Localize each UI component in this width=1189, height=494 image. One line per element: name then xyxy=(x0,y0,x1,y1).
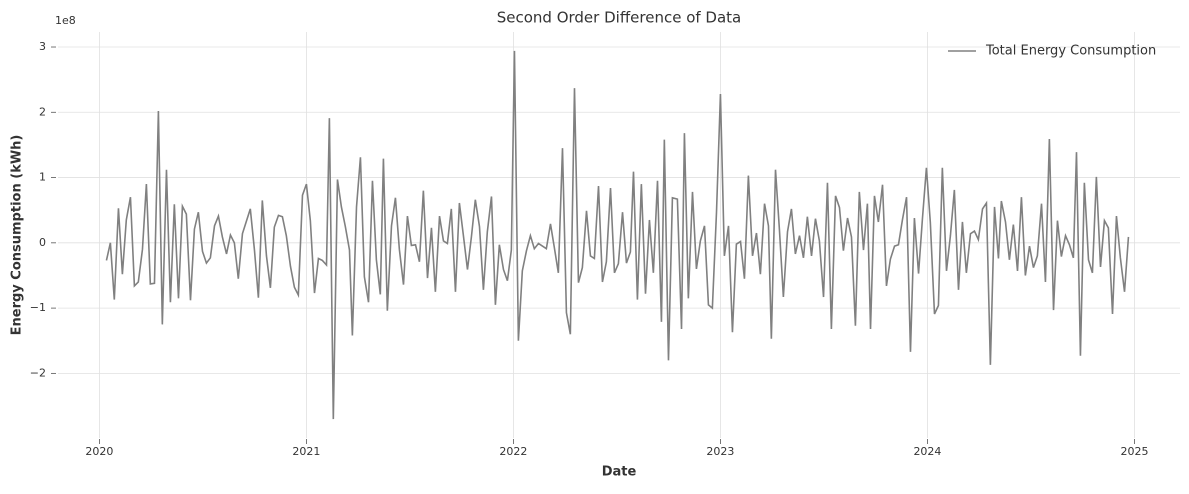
y-tick-label: 3 xyxy=(39,40,46,53)
chart-title: Second Order Difference of Data xyxy=(497,9,742,27)
y-tick-label: 2 xyxy=(39,105,46,118)
x-tick-label: 2025 xyxy=(1120,445,1148,458)
y-tick-label: −1 xyxy=(30,301,46,314)
y-tick-label: 0 xyxy=(39,236,46,249)
y-multiplier: 1e8 xyxy=(55,14,76,27)
x-tick-label: 2020 xyxy=(85,445,113,458)
x-tick-label: 2022 xyxy=(499,445,527,458)
x-axis-label: Date xyxy=(602,465,637,480)
y-tick-label: 1 xyxy=(39,171,46,184)
legend-label: Total Energy Consumption xyxy=(985,44,1156,59)
x-tick-label: 2023 xyxy=(706,445,734,458)
x-tick-label: 2021 xyxy=(292,445,320,458)
x-tick-label: 2024 xyxy=(913,445,941,458)
y-axis-label: Energy Consumption (kWh) xyxy=(10,135,25,336)
y-tick-label: −2 xyxy=(30,366,46,379)
data-line xyxy=(105,50,1130,420)
